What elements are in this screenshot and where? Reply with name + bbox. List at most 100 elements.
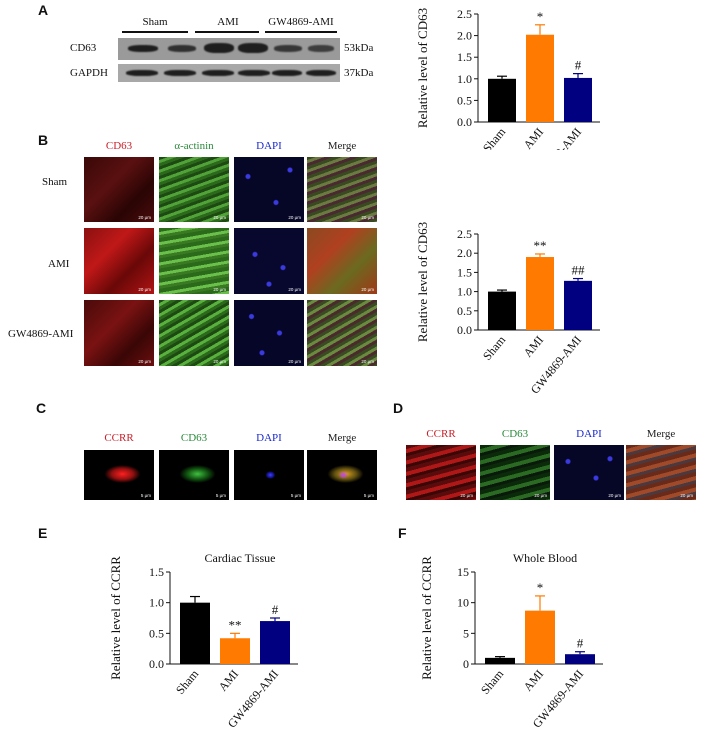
y-axis-label: Relative level of CD63 — [415, 222, 430, 342]
panel-d-column-header: CCRR — [426, 428, 456, 440]
micrograph-tile: 20 μm — [159, 157, 229, 222]
wb-group-line — [265, 31, 337, 33]
significance-mark: * — [537, 9, 544, 24]
panel-b-column-header: CD63 — [105, 140, 133, 152]
chart-title: Cardiac Tissue — [204, 551, 275, 565]
y-tick-label: 2.5 — [457, 227, 472, 241]
panel-letter-d: D — [393, 400, 404, 416]
wb-blot-cd63 — [118, 38, 340, 60]
significance-mark: # — [575, 58, 582, 73]
panel-letter-b: B — [38, 132, 49, 148]
wb-blot-gapdh — [118, 64, 340, 82]
y-tick-label: 0.5 — [457, 304, 472, 318]
significance-mark: ## — [572, 263, 586, 278]
panel-b-column-header: DAPI — [256, 140, 282, 152]
wb-kda-label: 53kDa — [344, 42, 374, 54]
significance-mark: ** — [229, 617, 242, 632]
micrograph-tile: 20 μm — [626, 445, 696, 500]
bar-sham — [488, 291, 516, 330]
micrograph-tile: 20 μm — [406, 445, 476, 500]
bar-sham — [488, 78, 516, 122]
x-tick-label: AMI — [521, 333, 547, 360]
panel-letter-f: F — [398, 525, 407, 541]
y-tick-label: 15 — [457, 565, 469, 579]
wb-group-label: Sham — [142, 16, 168, 28]
wb-group-line — [195, 31, 259, 33]
panel-letter-e: E — [38, 525, 48, 541]
micrograph-tile: 20 μm — [234, 228, 304, 294]
bar-ami — [525, 610, 555, 664]
panel-d-column-header: DAPI — [576, 428, 602, 440]
significance-mark: # — [272, 602, 279, 617]
micrograph-tile: 20 μm — [84, 157, 154, 222]
panel-b-column-header: Merge — [327, 140, 357, 152]
y-axis-label: Relative level of CD63 — [415, 8, 430, 128]
bar-sham — [485, 657, 515, 664]
wb-group-label: AMI — [217, 16, 239, 28]
micrograph-tile: 20 μm — [307, 228, 377, 294]
micrograph-tile: 20 μm — [159, 228, 229, 294]
y-tick-label: 5 — [463, 626, 469, 640]
panel-b-row-label: GW4869-AMI — [8, 328, 74, 340]
x-tick-label: Sham — [480, 124, 509, 150]
bar-gw4869-ami — [564, 77, 592, 122]
micrograph-tile: 20 μm — [307, 300, 377, 366]
y-tick-label: 2.0 — [457, 246, 472, 260]
panel-c-column-header: DAPI — [256, 432, 282, 444]
panel-letter-a: A — [38, 2, 49, 18]
micrograph-tile: 5 μm — [234, 450, 304, 500]
significance-mark: # — [577, 636, 584, 651]
panel-letter-c: C — [36, 400, 47, 416]
wb-kda-label: 37kDa — [344, 67, 374, 79]
chart-a-cd63-wb: 0.0 0.5 1.0 1.5 2.0 2.5 Relative level of CD63… — [415, 7, 600, 150]
bar-gw4869-ami — [260, 621, 290, 664]
micrograph-tile: 20 μm — [84, 300, 154, 366]
panel-b-row-label: AMI — [48, 258, 70, 270]
bar-ami — [526, 257, 554, 330]
chart-f-whole-blood: Whole Blood 0 5 10 15 Relative level of CCRR S… — [419, 551, 603, 731]
x-tick-label: Sham — [173, 666, 202, 696]
y-tick-label: 0.0 — [149, 657, 164, 671]
chart-b-cd63-if: 0.0 0.5 1.0 1.5 2.0 2.5 Relative level of CD63… — [415, 222, 600, 395]
micrograph-tile: 20 μm — [307, 157, 377, 222]
y-tick-label: 1.0 — [457, 285, 472, 299]
y-tick-label: 2.0 — [457, 29, 472, 43]
bar-ami — [220, 638, 250, 664]
y-axis-label: Relative level of CCRR — [419, 556, 434, 680]
micrograph-tile: 20 μm — [480, 445, 550, 500]
bar-gw4869-ami — [564, 280, 592, 330]
micrograph-tile: 20 μm — [84, 228, 154, 294]
wb-row-label: CD63 — [70, 42, 97, 54]
micrograph-tile: 20 μm — [159, 300, 229, 366]
x-tick-label: AMI — [521, 125, 547, 150]
panel-c-column-header: Merge — [327, 432, 357, 444]
wb-group-label: GW4869-AMI — [268, 16, 334, 28]
panel-c-column-header: CCRR — [104, 432, 134, 444]
micrograph-tile: 20 μm — [554, 445, 624, 500]
bar-ami — [526, 34, 554, 122]
y-tick-label: 2.5 — [457, 7, 472, 21]
x-tick-label: Sham — [478, 666, 507, 696]
micrograph-tile: 20 μm — [234, 300, 304, 366]
chart-e-cardiac-tissue: Cardiac Tissue 0.0 0.5 1.0 1.5 Relative level… — [108, 551, 298, 731]
y-tick-label: 1.0 — [457, 72, 472, 86]
panel-d-column-header: CD63 — [501, 428, 529, 440]
micrograph-tile: 20 μm — [234, 157, 304, 222]
y-tick-label: 0.5 — [149, 626, 164, 640]
y-tick-label: 0 — [463, 657, 469, 671]
significance-mark: ** — [534, 238, 547, 253]
y-tick-label: 0.0 — [457, 115, 472, 129]
significance-mark: * — [537, 580, 544, 595]
y-tick-label: 10 — [457, 596, 469, 610]
panel-b-row-label: Sham — [42, 176, 68, 188]
wb-group-line — [122, 31, 188, 33]
chart-title: Whole Blood — [513, 551, 577, 565]
x-tick-label: AMI — [216, 667, 242, 694]
micrograph-tile: 5 μm — [307, 450, 377, 500]
x-tick-label: AMI — [521, 667, 547, 694]
bar-sham — [180, 602, 210, 664]
y-tick-label: 1.5 — [457, 50, 472, 64]
y-tick-label: 0.0 — [457, 323, 472, 337]
panel-b-column-header: α-actinin — [174, 140, 214, 152]
panel-c-column-header: CD63 — [180, 432, 208, 444]
